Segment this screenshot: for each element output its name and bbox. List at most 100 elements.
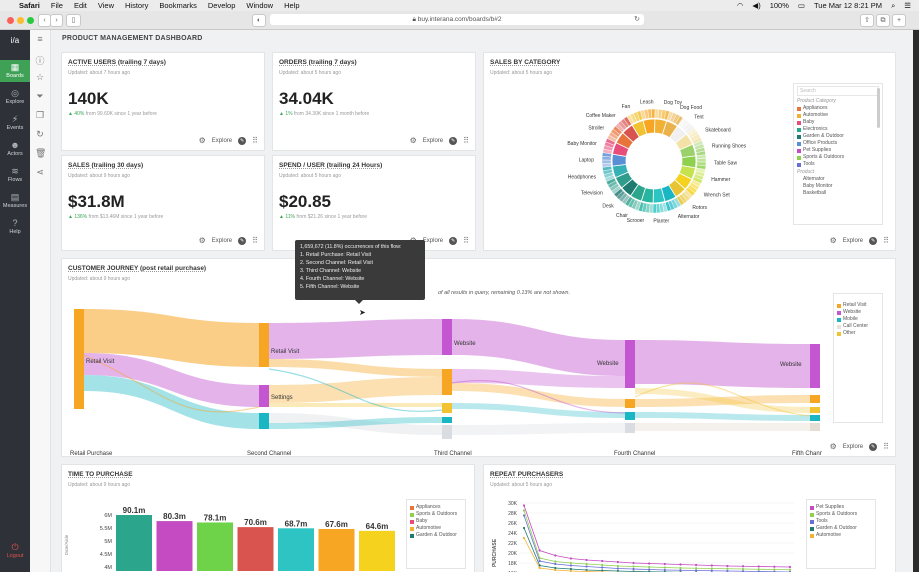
trash-icon[interactable]: 🗑︎	[35, 148, 47, 158]
card-title[interactable]: ORDERS (trailing 7 days)	[279, 59, 357, 66]
menu-edit[interactable]: Edit	[73, 1, 87, 10]
bar[interactable]	[237, 527, 274, 571]
sankey-node[interactable]	[625, 399, 635, 408]
bar[interactable]	[278, 528, 314, 571]
series-point[interactable]	[773, 565, 776, 568]
legend-item[interactable]: Sports & Outdoors	[810, 511, 872, 518]
series-point[interactable]	[632, 561, 635, 565]
series-point[interactable]	[538, 549, 541, 552]
reload-icon[interactable]: ↻	[634, 16, 640, 23]
sankey-node[interactable]	[625, 412, 635, 420]
sankey-node[interactable]	[259, 385, 269, 407]
sankey-flow[interactable]	[269, 319, 442, 359]
series-point[interactable]	[616, 567, 619, 570]
sankey-flow[interactable]	[635, 412, 810, 421]
series-point[interactable]	[757, 565, 760, 568]
legend-item[interactable]: Office Products	[797, 140, 879, 147]
sankey-flow[interactable]	[269, 417, 442, 429]
sankey-flow[interactable]	[452, 403, 625, 418]
gear-icon[interactable]: ⚙	[198, 236, 206, 245]
zoom-window-button[interactable]	[27, 17, 34, 24]
legend-item[interactable]: Electronics	[797, 126, 879, 133]
series-point[interactable]	[522, 509, 526, 512]
sidebar-item-actors[interactable]: ☻ Actors	[0, 140, 30, 157]
series-point[interactable]	[554, 562, 557, 566]
series-point[interactable]	[569, 561, 573, 565]
series-point[interactable]	[741, 567, 745, 571]
category-legend[interactable]: Search Product Category Appliances Automo…	[793, 83, 883, 225]
sankey-flow-chart[interactable]: Retail Visit Retail Visit Settings Website W…	[62, 295, 822, 455]
series-point[interactable]	[773, 568, 776, 571]
bar[interactable]	[318, 528, 355, 571]
legend-item[interactable]: Website	[837, 309, 879, 316]
sankey-flow[interactable]	[269, 413, 442, 435]
copy-icon[interactable]: ❐	[35, 110, 45, 120]
menu-bookmarks[interactable]: Bookmarks	[159, 1, 197, 10]
card-title[interactable]: CUSTOMER JOURNEY (post retail purchase)	[68, 265, 207, 272]
drag-handle-icon[interactable]: ⠿	[252, 236, 258, 245]
sankey-node[interactable]	[442, 369, 452, 395]
series-point[interactable]	[632, 567, 635, 571]
sankey-flow[interactable]	[452, 319, 625, 376]
sankey-flow[interactable]	[269, 359, 442, 377]
card-title[interactable]: TIME TO PURCHASE	[68, 471, 133, 478]
sankey-node[interactable]	[259, 413, 269, 429]
sidebar-item-flows[interactable]: ≋ Flows	[0, 166, 30, 183]
series-line[interactable]	[523, 505, 791, 568]
menu-file[interactable]: File	[50, 1, 63, 10]
series-point[interactable]	[538, 559, 541, 563]
drag-handle-icon[interactable]: ⠿	[463, 236, 469, 245]
sunburst-subsegment[interactable]	[651, 108, 656, 119]
series-point[interactable]	[585, 562, 588, 566]
series-point[interactable]	[569, 567, 573, 571]
legend-scrollbar[interactable]	[877, 88, 880, 128]
legend-item[interactable]: Automotive	[810, 532, 872, 539]
series-point[interactable]	[522, 504, 526, 507]
sunburst-subsegment[interactable]	[652, 203, 657, 214]
edit-icon[interactable]: ✎	[238, 236, 247, 245]
legend-item[interactable]: Automotive	[410, 525, 462, 532]
series-point[interactable]	[710, 567, 713, 570]
sankey-node[interactable]	[810, 407, 820, 413]
gear-icon[interactable]: ⚙	[829, 442, 837, 451]
series-point[interactable]	[741, 565, 745, 568]
refresh-icon[interactable]: ↻	[36, 129, 44, 139]
series-point[interactable]	[522, 536, 526, 540]
legend-item[interactable]: Sports & Outdoors	[797, 154, 879, 161]
menu-help[interactable]: Help	[284, 1, 300, 10]
sankey-flow[interactable]	[635, 423, 810, 431]
explore-link[interactable]: Explore	[211, 237, 233, 244]
edit-icon[interactable]: ✎	[869, 236, 878, 245]
sankey-flow[interactable]	[452, 423, 625, 435]
series-point[interactable]	[616, 564, 619, 568]
series-point[interactable]	[569, 557, 573, 560]
sankey-flow[interactable]	[84, 353, 259, 407]
series-point[interactable]	[601, 559, 604, 563]
time-to-purchase-legend[interactable]: Appliances Sports & Outdoors Baby Automotiv…	[406, 499, 466, 569]
series-point[interactable]	[788, 568, 792, 571]
sunburst-subsegment[interactable]	[601, 159, 612, 164]
edit-icon[interactable]: ✎	[449, 136, 458, 145]
series-point[interactable]	[616, 560, 619, 564]
legend-item[interactable]: Pet Supplies	[797, 147, 879, 154]
drag-handle-icon[interactable]: ⠿	[463, 136, 469, 145]
explore-link[interactable]: Explore	[422, 237, 444, 244]
edit-icon[interactable]: ✎	[449, 236, 458, 245]
sankey-node[interactable]	[810, 344, 820, 388]
series-point[interactable]	[663, 562, 666, 566]
menu-icon[interactable]: ≡	[37, 34, 43, 44]
sankey-node[interactable]	[810, 423, 820, 431]
series-line[interactable]	[523, 537, 790, 572]
card-title[interactable]: REPEAT PURCHASERS	[490, 471, 564, 478]
series-point[interactable]	[648, 568, 651, 571]
sankey-node[interactable]	[442, 425, 452, 439]
sankey-node[interactable]	[74, 309, 84, 409]
close-window-button[interactable]	[7, 17, 14, 24]
series-point[interactable]	[695, 563, 698, 567]
legend-item[interactable]: Tools	[797, 161, 879, 168]
series-point[interactable]	[726, 564, 729, 568]
app-logo[interactable]: i/a	[10, 36, 20, 45]
legend-item[interactable]: Baby	[797, 119, 879, 126]
logout-button[interactable]: ⏻ Logout	[0, 542, 30, 559]
legend-item[interactable]: Tools	[810, 518, 872, 525]
